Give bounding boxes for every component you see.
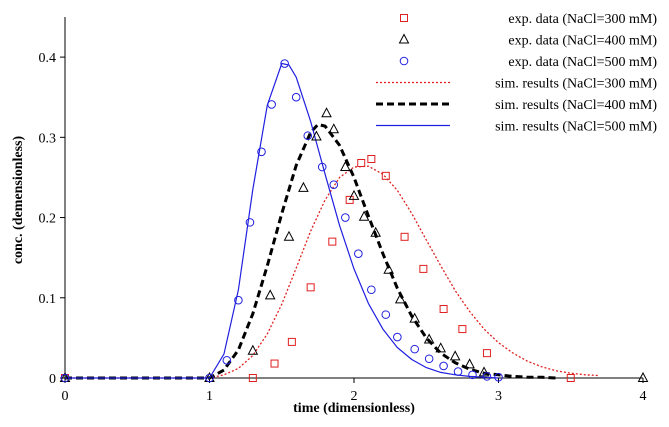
legend: exp. data (NaCl=300 mM) exp. data (NaCl=4… [376, 12, 657, 135]
data-point [358, 210, 370, 221]
data-point [317, 162, 327, 172]
series-markers-1 [61, 154, 575, 382]
data-point [381, 310, 391, 319]
y-tick-label: 0.3 [39, 131, 57, 146]
data-point [291, 92, 301, 102]
axis-ticks: 0 1 2 3 4 0 0.1 0.2 0.3 0.4 [39, 51, 647, 404]
x-tick-label: 3 [495, 389, 502, 404]
x-axis-title: time (dimensionless) [293, 401, 415, 416]
data-point [381, 171, 390, 180]
data-point [423, 333, 435, 344]
data-point [439, 361, 448, 371]
data-point [341, 213, 350, 222]
data-point [419, 264, 428, 273]
legend-label: sim. results (NaCl=300 mM) [495, 77, 657, 92]
data-point [311, 130, 322, 141]
data-point [482, 349, 491, 358]
x-tick-label: 2 [351, 389, 358, 404]
x-tick-label: 4 [640, 389, 647, 404]
data-point [270, 359, 279, 368]
data-point [464, 358, 475, 369]
legend-symbol [399, 56, 409, 66]
data-point [468, 370, 477, 380]
data-point [329, 180, 339, 189]
data-point [328, 123, 340, 134]
series-markers-2 [59, 107, 649, 382]
data-point [449, 350, 461, 361]
series-line-5 [65, 123, 557, 380]
y-tick-label: 0.1 [39, 292, 57, 307]
legend-label: sim. results (NaCl=500 mM) [495, 120, 657, 135]
legend-symbol [400, 14, 408, 22]
data-point [348, 189, 360, 200]
data-point [328, 237, 337, 246]
legend-label: exp. data (NaCl=500 mM) [508, 55, 657, 70]
data-point [482, 372, 492, 381]
data-point [264, 289, 276, 300]
y-tick-label: 0 [49, 372, 56, 387]
y-tick-label: 0.2 [39, 212, 57, 227]
series-layer [59, 59, 649, 383]
data-point [566, 374, 575, 382]
data-point [345, 195, 354, 204]
data-point [267, 100, 276, 109]
data-point [367, 154, 376, 163]
data-point [393, 332, 402, 342]
data-point [435, 342, 447, 353]
data-point [458, 325, 467, 334]
data-point [247, 344, 259, 355]
plot-frame [64, 17, 643, 379]
data-point [409, 312, 421, 323]
data-point [424, 354, 434, 364]
legend-symbol [398, 33, 410, 44]
data-point [354, 249, 363, 258]
data-point [367, 285, 376, 295]
data-point [400, 232, 409, 241]
data-point [453, 367, 463, 376]
y-tick-label: 0.4 [39, 51, 57, 66]
data-point [306, 283, 315, 292]
y-axis-title: conc. (demensionless) [11, 136, 26, 265]
data-point [222, 356, 232, 365]
legend-label: exp. data (NaCl=300 mM) [508, 12, 657, 27]
x-tick-label: 0 [62, 389, 69, 404]
data-point [410, 344, 419, 354]
data-point [303, 131, 313, 141]
data-point [248, 374, 257, 382]
data-point [357, 159, 366, 168]
data-point [494, 372, 503, 382]
data-point [298, 181, 309, 192]
data-point [339, 160, 351, 172]
data-point [60, 373, 70, 383]
data-point [287, 337, 296, 346]
x-tick-label: 1 [206, 389, 213, 404]
legend-label: sim. results (NaCl=400 mM) [495, 98, 657, 113]
data-point [370, 226, 382, 237]
data-point [245, 218, 255, 227]
data-point [478, 366, 490, 377]
legend-label: exp. data (NaCl=400 mM) [508, 34, 657, 49]
data-point [257, 147, 266, 157]
data-point [394, 293, 406, 304]
data-point [205, 373, 214, 383]
data-point [439, 305, 448, 314]
series-line-6 [65, 62, 499, 379]
data-point [234, 295, 243, 305]
data-point [283, 230, 295, 241]
data-point [637, 371, 649, 382]
data-point [321, 107, 332, 118]
series-markers-3 [60, 59, 503, 383]
data-point [383, 263, 395, 274]
data-point [280, 59, 289, 68]
